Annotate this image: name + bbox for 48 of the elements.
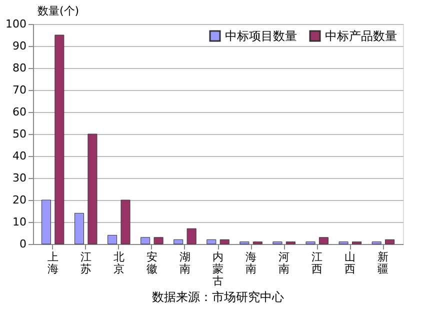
bar <box>108 234 118 244</box>
bar <box>318 237 328 244</box>
legend-label: 中标产品数量 <box>325 29 397 43</box>
y-tick-label: 100 <box>6 18 26 30</box>
y-tick-label: 70 <box>12 84 26 96</box>
source-note: 数据来源：市场研究中心 <box>152 290 284 304</box>
x-tick-label: 上海 <box>47 250 58 276</box>
bar <box>140 237 150 244</box>
x-tick-label: 新疆 <box>378 250 389 276</box>
x-tick-label: 安徽 <box>146 250 158 276</box>
x-tick-label: 海南 <box>246 250 257 276</box>
y-axis-title: 数量(个) <box>38 4 80 18</box>
y-tick-label: 50 <box>12 128 26 140</box>
x-tick-label: 内蒙古 <box>212 250 224 288</box>
y-tick-label: 90 <box>12 40 26 52</box>
x-tick-label: 河南 <box>278 250 290 276</box>
bar <box>154 237 164 244</box>
bar <box>74 212 84 244</box>
y-tick-label: 80 <box>12 62 26 74</box>
bar <box>338 242 348 244</box>
y-tick-label: 20 <box>12 194 26 206</box>
bar <box>372 242 382 244</box>
bar <box>240 242 250 244</box>
x-tick-label: 山西 <box>344 250 356 276</box>
bar <box>186 228 196 244</box>
y-tick-label: 10 <box>12 216 26 228</box>
y-tick-label: 40 <box>12 150 26 162</box>
bar <box>41 200 51 244</box>
legend-label: 中标项目数量 <box>225 29 297 43</box>
bar <box>88 134 98 244</box>
bar <box>54 34 64 244</box>
y-tick-label: 30 <box>12 172 26 184</box>
y-tick-label: 0 <box>20 238 26 250</box>
x-tick-label: 江苏 <box>80 250 92 276</box>
bar <box>206 239 216 244</box>
x-tick-label: 北京 <box>113 250 124 276</box>
x-tick-label: 江西 <box>312 250 323 276</box>
bar <box>272 242 282 244</box>
bar <box>352 242 362 244</box>
x-tick-label: 湖南 <box>179 250 190 276</box>
bar <box>252 242 262 244</box>
bar <box>174 239 184 244</box>
bar <box>306 242 316 244</box>
bar <box>385 239 395 244</box>
bar <box>286 242 296 244</box>
y-tick-label: 60 <box>12 106 26 118</box>
bar <box>120 200 130 244</box>
bar <box>220 239 230 244</box>
